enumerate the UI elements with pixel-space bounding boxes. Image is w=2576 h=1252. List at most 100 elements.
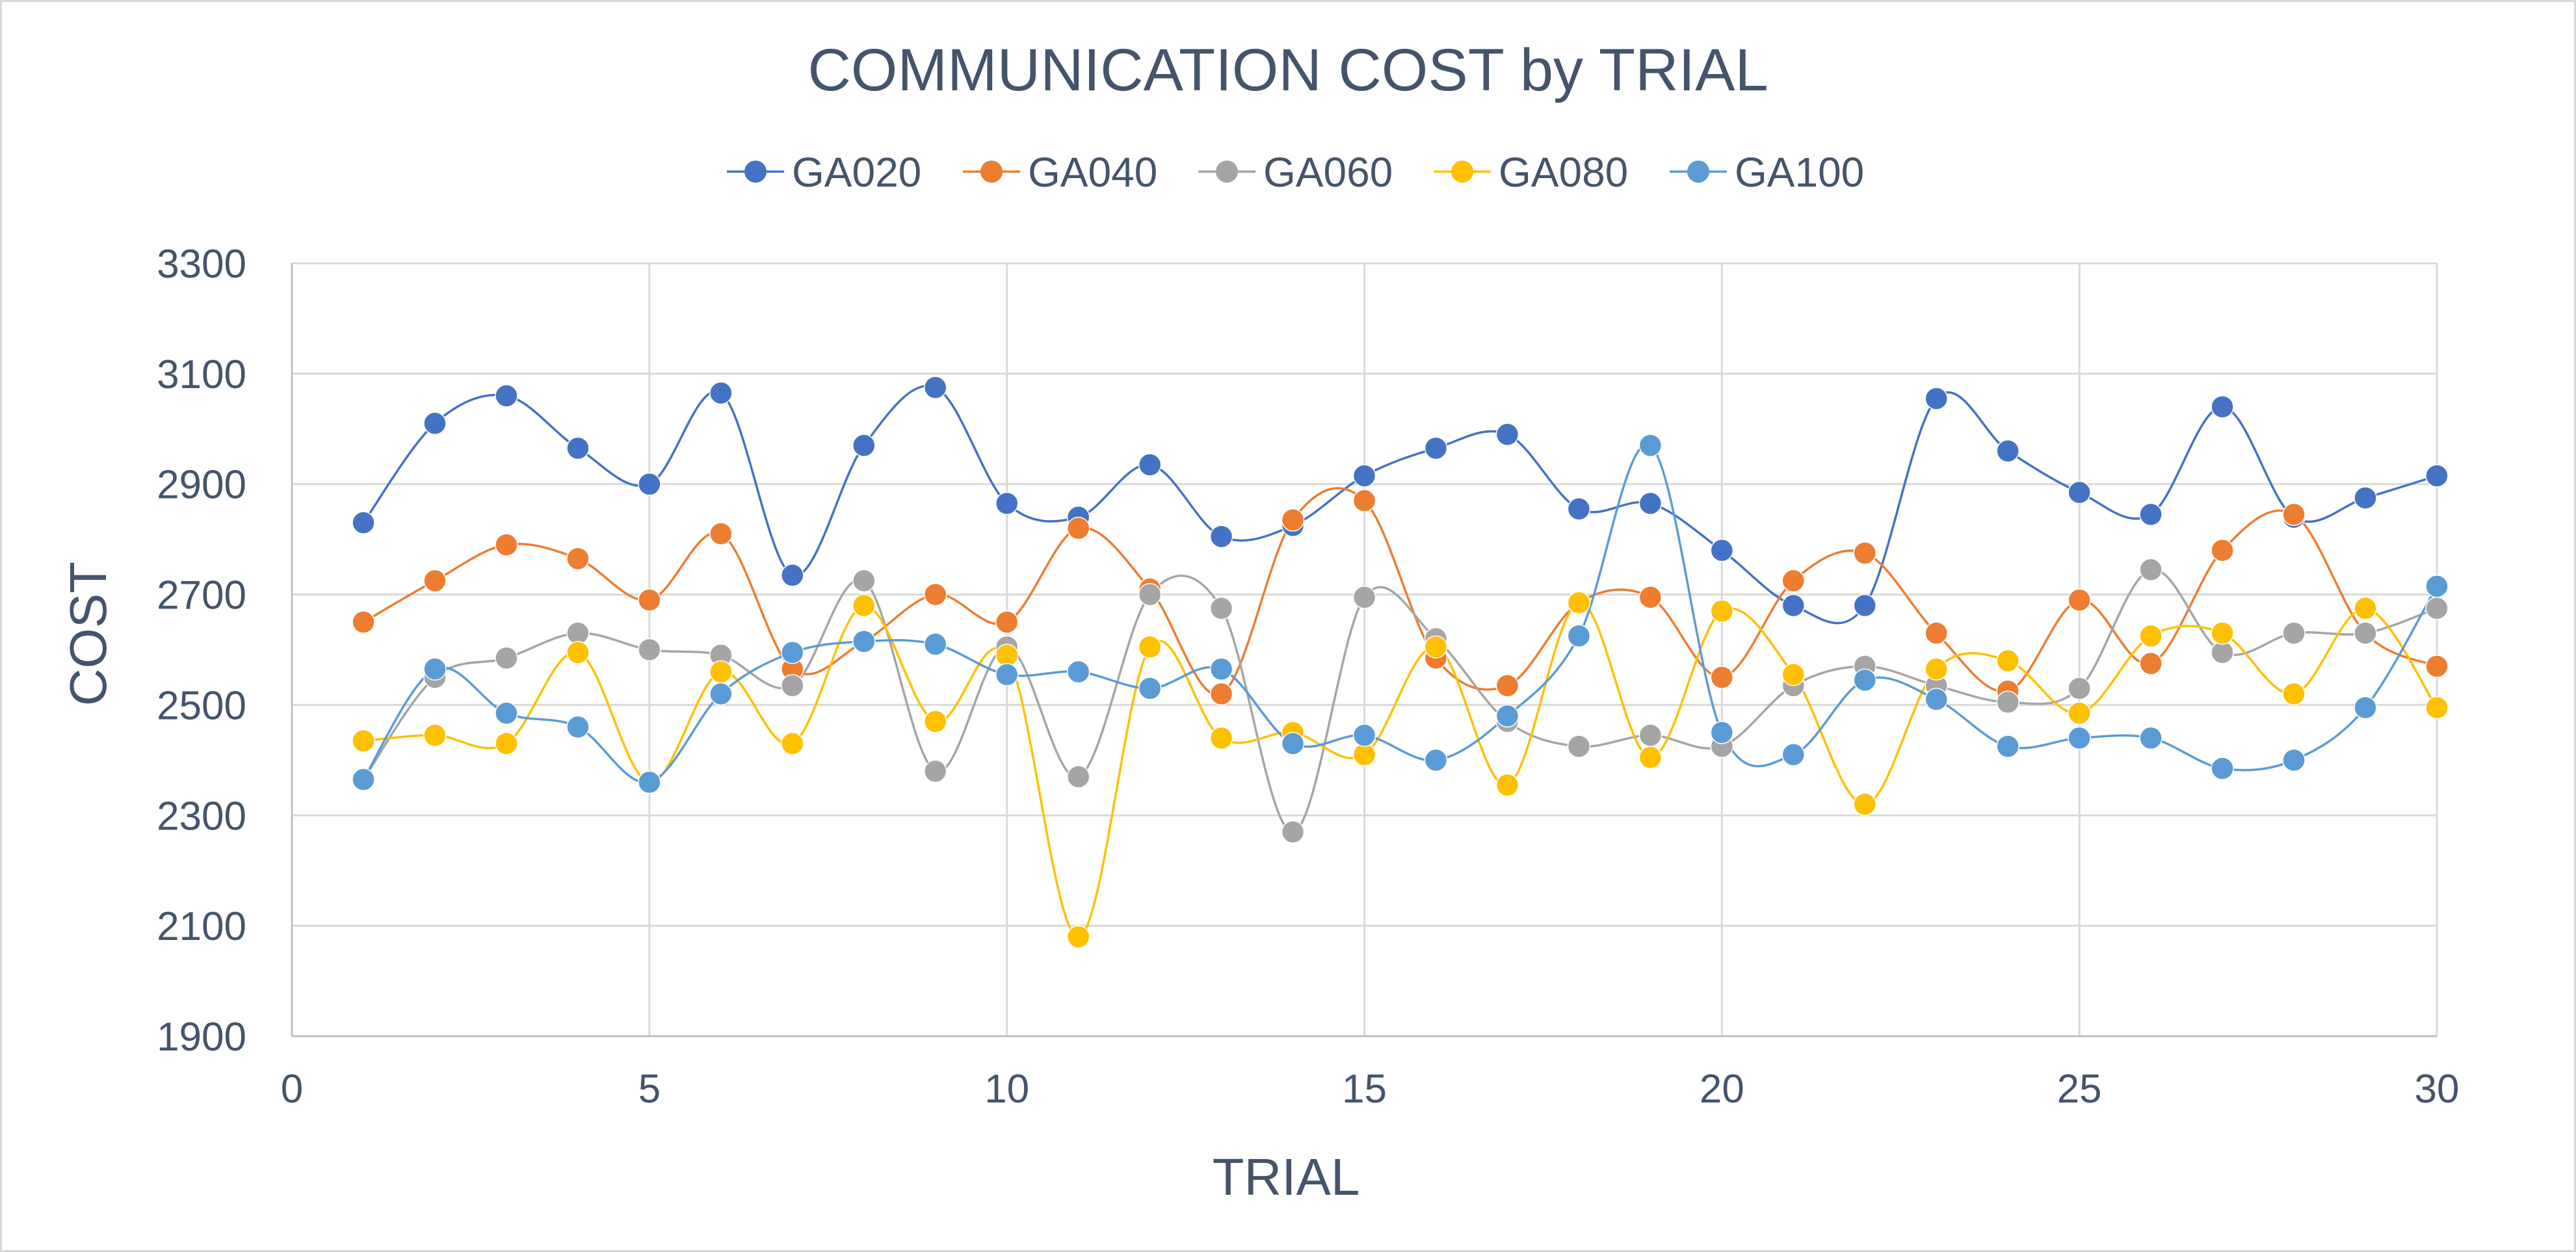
data-point-ga100	[2211, 757, 2234, 780]
series-line-ga020	[362, 385, 2438, 625]
data-point-ga040	[1638, 586, 1663, 609]
data-point-ga060	[2211, 640, 2234, 664]
legend-item-ga020: GA020	[727, 149, 921, 196]
data-point-ga080	[2139, 624, 2162, 648]
data-point-ga100	[2068, 726, 2091, 750]
legend-label: GA040	[1028, 149, 1157, 196]
data-point-ga100	[1281, 732, 1305, 755]
data-point-ga040	[2425, 655, 2449, 678]
data-point-ga020	[1209, 525, 1233, 549]
y-tick-label: 1900	[157, 1015, 246, 1060]
data-point-ga040	[352, 610, 375, 634]
series-lines	[362, 385, 2438, 938]
legend-item-ga100: GA100	[1670, 149, 1864, 196]
data-point-ga060	[495, 646, 518, 670]
data-point-ga040	[1925, 621, 1948, 645]
series-line-ga040	[363, 487, 2438, 696]
data-point-ga080	[1710, 599, 1734, 623]
data-point-ga100	[495, 701, 518, 725]
data-point-ga100	[1066, 660, 1090, 684]
data-point-ga100	[1424, 748, 1448, 772]
data-point-ga020	[352, 511, 375, 534]
y-axis-title: COST	[59, 562, 117, 706]
x-tick-label: 25	[2057, 1067, 2102, 1112]
legend-swatch-marker	[744, 161, 767, 183]
data-point-ga040	[1066, 516, 1090, 540]
data-point-ga080	[1424, 635, 1448, 659]
x-axis-title: TRIAL	[1213, 1148, 1360, 1206]
data-point-ga040	[2139, 651, 2162, 675]
data-point-ga040	[495, 533, 518, 556]
series-points-ga040	[352, 489, 2449, 706]
y-tick-labels: 1900 2100 2300 2500 2700 2900 3100 3300	[157, 242, 246, 1060]
legend-swatch-marker	[1451, 161, 1473, 183]
data-point-ga080	[1495, 773, 1519, 797]
y-tick-label: 2700	[157, 573, 246, 618]
data-point-ga060	[781, 673, 804, 698]
data-point-ga060	[2425, 597, 2449, 620]
data-point-ga060	[2282, 621, 2306, 645]
data-point-ga020	[2211, 395, 2234, 419]
data-point-ga100	[423, 657, 447, 681]
data-point-ga020	[1138, 453, 1162, 476]
data-point-ga040	[923, 582, 947, 606]
data-point-ga020	[995, 491, 1019, 515]
data-point-ga100	[1209, 657, 1233, 681]
data-point-ga100	[1495, 704, 1519, 728]
data-point-ga040	[2282, 502, 2306, 527]
data-point-ga100	[1853, 668, 1877, 692]
data-point-ga040	[709, 522, 733, 545]
data-point-ga080	[2354, 597, 2377, 620]
chart-title: COMMUNICATION COST by TRIAL	[808, 37, 1768, 103]
data-point-ga080	[1066, 925, 1090, 948]
data-point-ga080	[2211, 621, 2234, 645]
data-point-ga080	[1138, 635, 1162, 659]
data-point-ga080	[852, 593, 876, 618]
data-point-ga080	[1853, 792, 1877, 816]
data-point-ga020	[1710, 538, 1734, 562]
y-tick-label: 2500	[157, 683, 246, 728]
data-point-ga080	[495, 732, 518, 755]
data-point-ga060	[1996, 690, 2019, 714]
data-point-ga060	[1352, 586, 1376, 609]
data-point-ga100	[2354, 696, 2377, 720]
data-point-ga020	[423, 411, 447, 436]
data-point-ga100	[566, 715, 590, 739]
data-point-ga040	[1853, 541, 1877, 565]
data-point-ga100	[995, 662, 1019, 686]
axes	[291, 263, 2437, 1037]
data-point-ga080	[2282, 682, 2306, 706]
data-point-ga080	[2068, 701, 2091, 725]
data-point-ga100	[1352, 724, 1376, 747]
data-point-ga100	[852, 630, 876, 653]
data-point-ga020	[2425, 464, 2449, 488]
x-tick-label: 30	[2415, 1067, 2460, 1112]
legend-label: GA060	[1263, 149, 1393, 196]
data-point-ga100	[2139, 726, 2162, 750]
data-point-ga100	[923, 633, 947, 656]
legend-item-ga080: GA080	[1434, 149, 1628, 196]
data-point-ga060	[1281, 820, 1305, 844]
x-tick-label: 0	[281, 1067, 303, 1112]
data-point-ga040	[995, 610, 1019, 634]
data-point-ga020	[2068, 480, 2091, 504]
data-point-ga020	[1638, 491, 1663, 515]
data-point-ga080	[1209, 726, 1233, 750]
x-tick-label: 5	[638, 1067, 661, 1112]
data-point-ga080	[1996, 649, 2019, 673]
y-tick-label: 2900	[157, 463, 246, 508]
data-point-ga020	[709, 381, 733, 405]
y-tick-label: 2100	[157, 904, 246, 949]
gridlines	[292, 262, 2438, 1036]
data-point-ga080	[923, 710, 947, 733]
data-point-ga020	[2354, 486, 2377, 510]
data-point-ga040	[423, 569, 447, 593]
data-point-ga040	[2068, 588, 2091, 612]
data-point-ga080	[566, 640, 590, 664]
series-markers	[352, 376, 2449, 948]
data-point-ga020	[2139, 502, 2162, 527]
legend-item-ga040: GA040	[963, 149, 1157, 196]
legend-swatch-marker	[980, 161, 1003, 183]
